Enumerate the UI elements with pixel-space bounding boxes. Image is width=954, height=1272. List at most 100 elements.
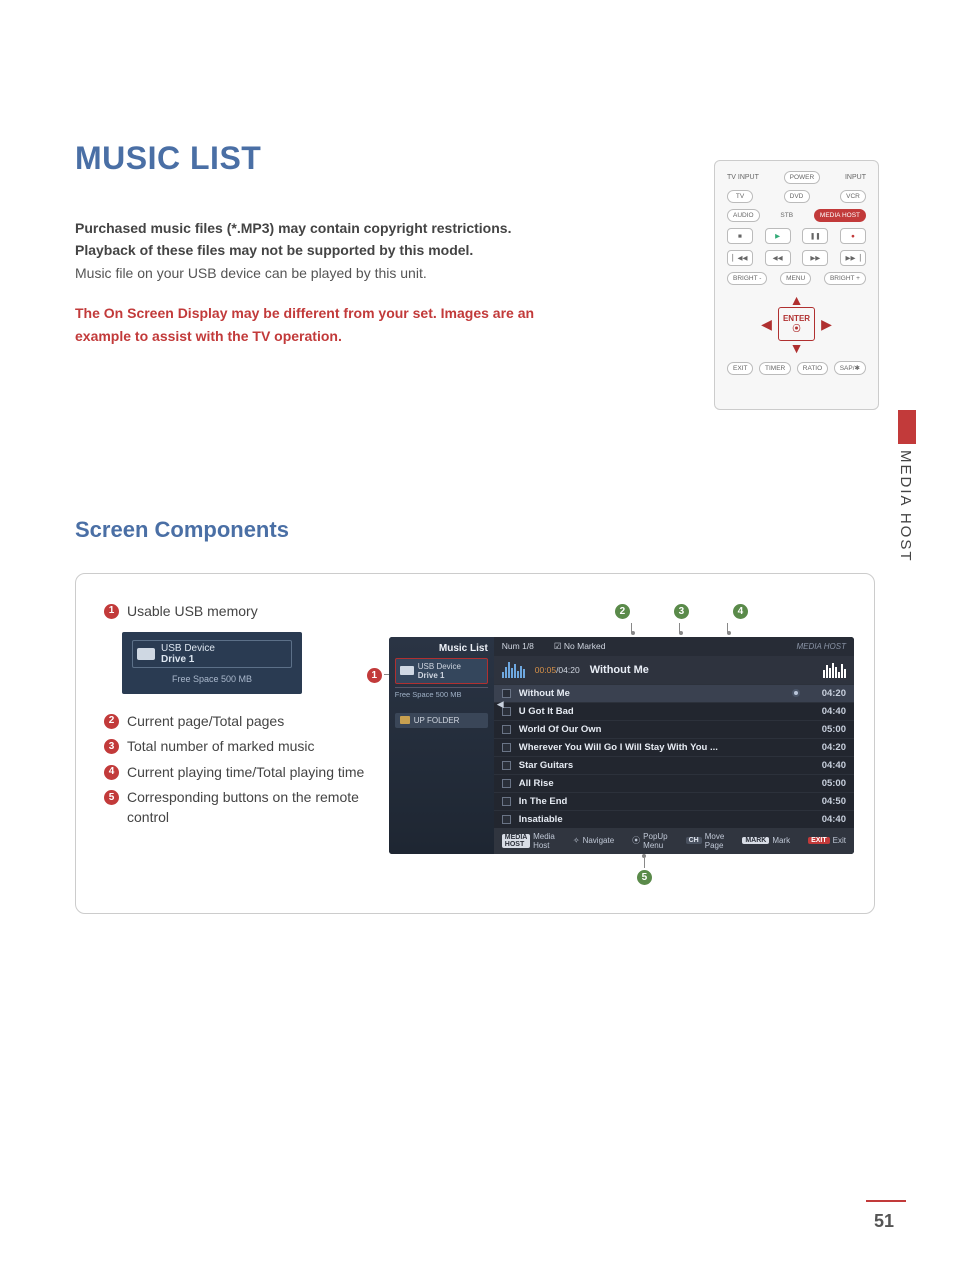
music-list-mockup: 2 3 4 1 ◀ Music List [389,602,854,885]
remote-mediahost-button: MEDIA HOST [814,209,866,222]
intro-paragraph: Purchased music files (*.MP3) may contai… [75,217,565,284]
remote-enter-button: ENTER⦿ [778,307,815,341]
remote-tv-input-label: TV INPUT [727,174,759,181]
arrow-up-icon: ▲ [790,293,804,307]
mediahost-badge: MEDIA HOST [502,834,530,848]
arrow-right-icon: ▶ [821,317,832,331]
track-duration: 05:00 [808,778,846,789]
exit-badge: EXIT [808,837,830,844]
track-checkbox-icon [502,689,511,698]
mark-badge: MARK [742,837,769,844]
track-checkbox-icon [502,725,511,734]
usb-drive-label: Drive 1 [161,654,215,665]
legend-num-1: 1 [104,604,119,619]
callout-num-4: 4 [733,604,748,619]
components-diagram: 1 Usable USB memory USB Device Drive 1 F… [75,573,875,914]
callout-num-1: 1 [367,668,382,683]
remote-vcr-button: VCR [840,190,866,203]
legend-text-5: Corresponding buttons on the remote cont… [127,788,379,827]
remote-bright-plus: BRIGHT + [824,272,866,285]
remote-input-label: INPUT [845,174,866,181]
track-row: Wherever You Will Go I Will Stay With Yo… [494,738,854,756]
remote-bright-minus: BRIGHT - [727,272,767,285]
track-name: Without Me [519,688,784,699]
remote-control-illustration: TV INPUT POWER INPUT TV DVD VCR AUDIO ST… [714,160,879,410]
callout-5: 5 [435,856,854,885]
track-checkbox-icon [502,815,511,824]
track-duration: 04:20 [808,688,846,699]
track-name: U Got It Bad [519,706,800,717]
remote-rec-button: ● [840,228,866,244]
side-tab-marker [898,410,916,444]
track-duration: 04:40 [808,760,846,771]
usb-free-space: Free Space 500 MB [132,674,292,684]
track-name: Wherever You Will Go I Will Stay With Yo… [519,742,800,753]
legend-text-1: Usable USB memory [127,602,258,622]
playing-indicator-icon [792,689,800,697]
panel-sidebar: Music List USB Device Drive 1 Free Space… [389,637,494,854]
nav-left-icon: ◀ [497,699,504,710]
usb-device-thumbnail: USB Device Drive 1 Free Space 500 MB [122,632,302,694]
footer-exit: Exit [833,836,846,845]
remote-stop-button: ■ [727,228,753,244]
page-number-rule [866,1200,906,1202]
equalizer-right-icon [823,662,846,678]
track-row: World Of Our Own 05:00 [494,720,854,738]
remote-tv-button: TV [727,190,753,203]
remote-menu-button: MENU [780,272,811,285]
track-row: Star Guitars 04:40 [494,756,854,774]
intro-line2: Music file on your USB device can be pla… [75,265,427,281]
track-list: Without Me 04:20 U Got It Bad 04:40 World Of… [494,684,854,828]
footer-popup: PopUp Menu [643,832,667,850]
footer-movepage: Move Page [705,832,725,850]
remote-power-button: POWER [784,171,821,184]
now-playing-title: Without Me [590,664,649,676]
footer-mediahost: Media Host [533,832,555,850]
remote-ff-button: ▶▶ [802,250,828,266]
track-checkbox-icon [502,797,511,806]
track-row: Insatiable04:40 [494,810,854,828]
legend-text-3: Total number of marked music [127,737,315,757]
remote-ratio-button: RATIO [797,362,828,375]
legend-num-2: 2 [104,714,119,729]
arrow-down-icon: ▼ [790,341,804,355]
track-duration: 04:50 [808,796,846,807]
usb-small-icon [400,666,414,675]
up-folder-label: UP FOLDER [414,716,460,725]
remote-stb-button: STB [774,210,800,221]
side-tab-label: MEDIA HOST [897,450,914,563]
remote-play-button: ▶ [765,228,791,244]
legend-num-3: 3 [104,739,119,754]
screen-components-heading: Screen Components [75,517,879,543]
track-duration: 04:40 [808,706,846,717]
sidebar-device: USB Device Drive 1 [395,658,488,684]
track-name: World Of Our Own [519,724,800,735]
remote-pause-button: ❚❚ [802,228,828,244]
callout-num-3: 3 [674,604,689,619]
track-checkbox-icon [502,761,511,770]
footer-navigate: Navigate [583,836,615,845]
sidebar-free-space: Free Space 500 MB [395,687,488,699]
intro-bold: Purchased music files (*.MP3) may contai… [75,220,511,258]
usb-device-label: USB Device [161,643,215,654]
remote-audio-button: AUDIO [727,209,760,222]
track-name: Star Guitars [519,760,800,771]
remote-exit-button: EXIT [727,362,753,375]
track-row: All Rise05:00 [494,774,854,792]
folder-icon [400,716,410,724]
legend-text-4: Current playing time/Total playing time [127,763,364,783]
remote-sap-button: SAP/✱ [834,361,866,375]
arrow-left-icon: ◀ [761,317,772,331]
track-checkbox-icon [502,779,511,788]
sidebar-device-label: USB Device [418,662,461,671]
remote-rew-button: ◀◀ [765,250,791,266]
popup-icon: ⦿ [632,835,640,846]
remote-dpad: ▲ ◀ ENTER⦿ ▶ ▼ [727,293,866,355]
ch-badge: CH [686,837,702,844]
usb-icon [137,648,155,660]
panel-footer: MEDIA HOSTMedia Host ✧Navigate ⦿PopUp Me… [494,828,854,854]
track-duration: 05:00 [808,724,846,735]
remote-dvd-button: DVD [784,190,810,203]
now-playing-bar: 00:05/04:20 Without Me [494,656,854,684]
legend-text-2: Current page/Total pages [127,712,284,732]
